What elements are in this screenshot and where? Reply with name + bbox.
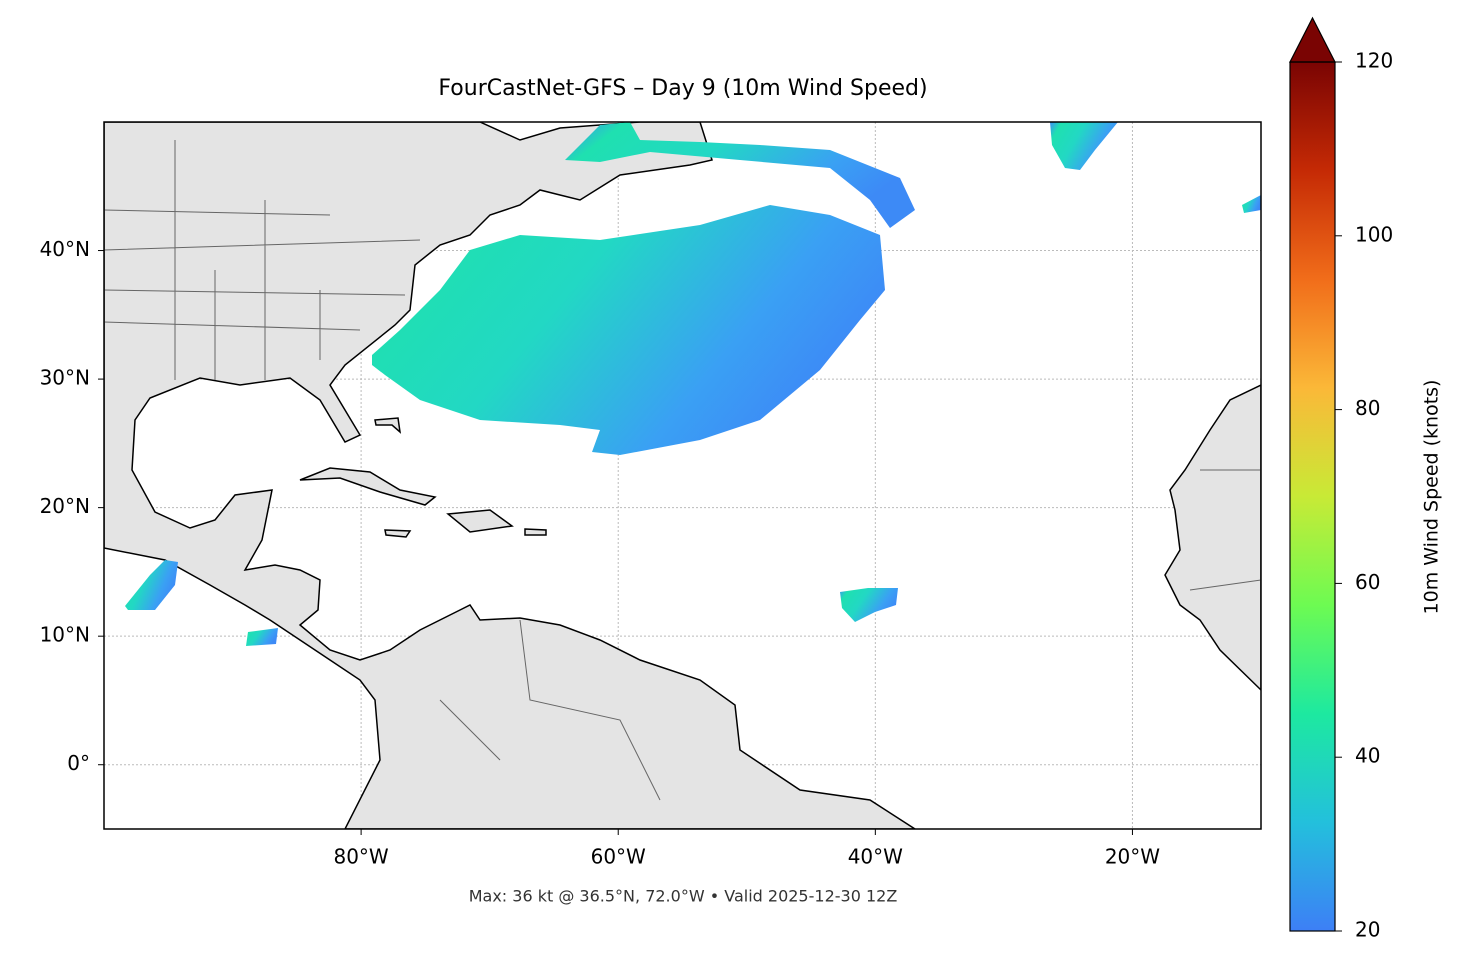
colorbar-tick-label: 80 (1355, 396, 1380, 420)
wind-field (125, 560, 178, 610)
colorbar: 20 40 60 80 100 120 (1289, 16, 1393, 942)
map (104, 122, 1261, 829)
y-tick-label: 10°N (40, 623, 90, 647)
wind-field (246, 628, 278, 646)
y-tick-label: 40°N (40, 237, 90, 261)
map-frame (103, 121, 1262, 830)
x-tick-label: 40°W (848, 845, 903, 869)
y-tick-label: 20°N (40, 494, 90, 518)
x-tick-label: 60°W (591, 845, 646, 869)
colorbar-tick-label: 40 (1355, 744, 1380, 768)
chart-title: FourCastNet-GFS – Day 9 (10m Wind Speed) (438, 76, 927, 101)
island (446, 509, 514, 533)
island (374, 417, 402, 434)
footnote: Max: 36 kt @ 36.5°N, 72.0°W • Valid 2025… (469, 887, 898, 906)
colorbar-frame (1289, 61, 1336, 932)
wind-field (840, 588, 898, 622)
wind-field (565, 122, 915, 228)
colorbar-tick-label: 20 (1355, 918, 1380, 942)
island (384, 529, 412, 538)
wind-field (1242, 195, 1261, 213)
x-tick-label: 20°W (1105, 845, 1160, 869)
colorbar-tick-label: 100 (1355, 222, 1393, 246)
island (299, 467, 437, 506)
land (1164, 384, 1261, 692)
colorbar-extend (1289, 16, 1336, 63)
y-tick-label: 0° (67, 751, 90, 775)
x-tick-label: 80°W (333, 845, 388, 869)
wind-field (1050, 122, 1118, 170)
border (104, 140, 1261, 801)
land (104, 122, 917, 829)
colorbar-tick-label: 120 (1355, 49, 1393, 73)
y-tick-label: 30°N (40, 366, 90, 390)
colorbar-tick-label: 60 (1355, 570, 1380, 594)
colorbar-scale (1290, 62, 1335, 931)
axes: 80°W 60°W 40°W 20°W 0° 10°N 20°N 30°N 40°N (40, 237, 1161, 868)
island (524, 528, 547, 536)
colorbar-label: 10m Wind Speed (knots) (1421, 380, 1443, 615)
wind-field (372, 205, 885, 455)
